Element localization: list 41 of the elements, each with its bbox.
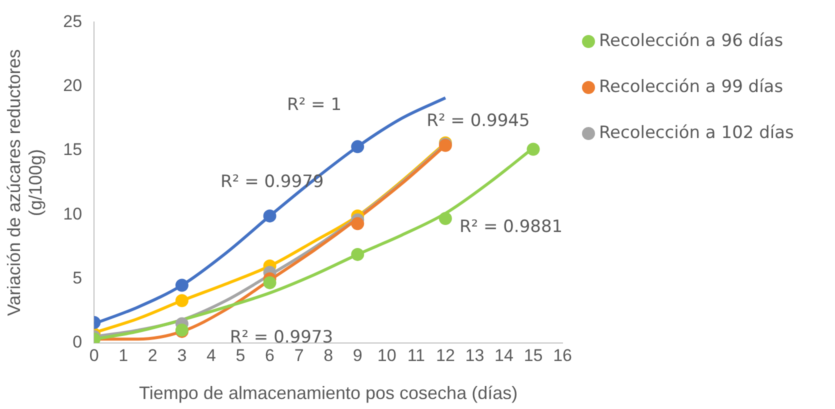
x-tick-label: 11 [407,346,425,365]
x-tick-label: 8 [324,346,334,365]
annotation: R² = 0.9881 [459,216,563,237]
annotation: R² = 0.9945 [426,111,530,132]
y-tick-label: 5 [72,268,82,288]
x-tick-label: 12 [436,346,455,365]
y-tick-label: 0 [72,332,82,352]
x-tick-label: 0 [89,346,99,365]
point [526,142,540,156]
legend-label: Recolección a 99 días [599,76,784,98]
x-tick-label: 7 [294,346,304,365]
point [175,278,188,292]
legend-label: Recolección a 102 días [599,122,794,144]
x-tick-label: 6 [265,346,275,365]
point [175,294,188,308]
point [351,248,364,261]
x-tick-label: 16 [553,346,572,365]
x-tick-label: 9 [352,346,362,365]
y-tick-label: 20 [63,76,82,96]
x-axis-title: Tiempo de almacenamiento pos cosecha (días) [139,383,518,404]
x-tick-label: 1 [118,346,128,365]
x-tick-label: 5 [236,346,246,365]
annotation: R² = 1 [287,95,342,116]
x-tick-label: 10 [377,346,396,365]
legend-label: Recolección a 96 días [599,30,784,52]
x-tick-label: 13 [465,346,484,365]
point [438,212,452,226]
x-tick-label: 2 [148,346,158,365]
x-tick-label: 14 [494,346,514,365]
point [351,140,364,154]
point [263,276,276,290]
y-tick-label: 15 [63,140,82,160]
annotation: R² = 0.9973 [230,328,334,348]
x-tick-label: 3 [177,346,187,365]
x-tick-label: 4 [206,346,216,365]
y-tick-label: 25 [63,12,82,31]
y-axis-title: Variación de azúcares reductores (g/100g) [4,49,46,316]
y-tick-label: 10 [63,204,82,224]
point [351,217,364,230]
point [263,209,276,222]
x-tick-label: 15 [524,346,543,365]
